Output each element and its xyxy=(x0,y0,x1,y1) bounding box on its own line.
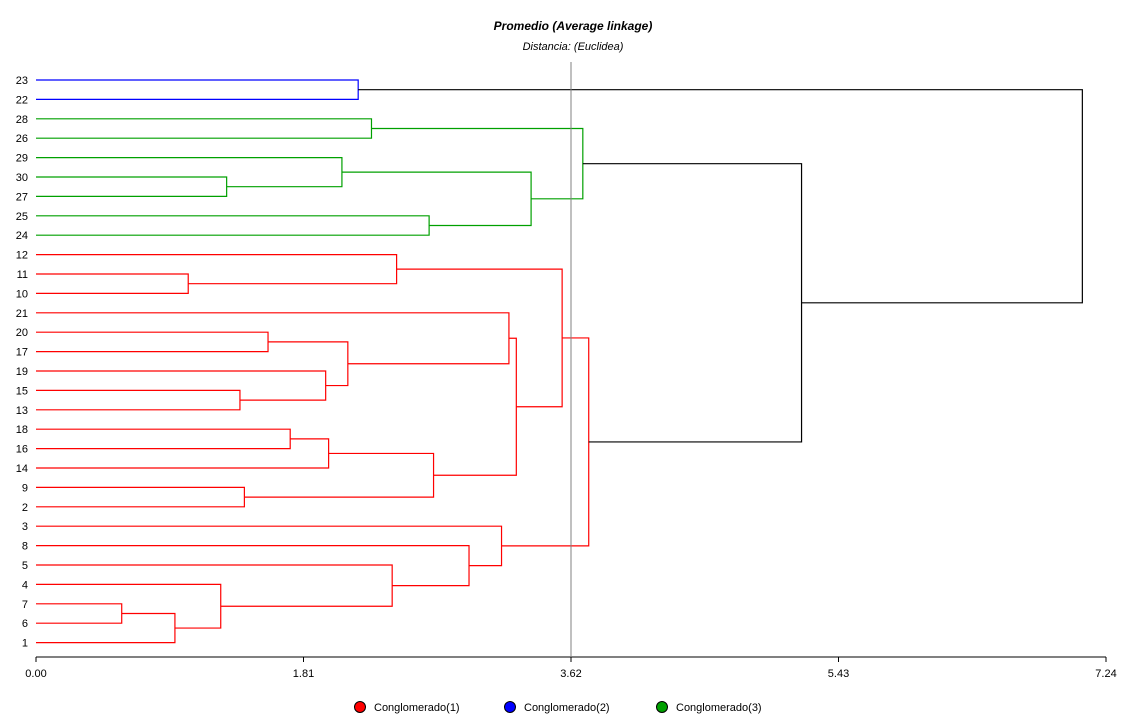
leaf-label-16: 16 xyxy=(16,444,28,456)
dendrogram-link-T xyxy=(396,268,563,408)
leaf-label-3: 3 xyxy=(22,521,28,533)
leaf-label-12: 12 xyxy=(16,250,28,262)
x-axis: 0.00 1.81 3.62 5.43 7.24 xyxy=(25,656,1117,680)
leaf-label-28: 28 xyxy=(16,114,28,126)
leaf-label-11: 11 xyxy=(17,269,28,281)
dendrogram-link-I xyxy=(36,254,398,285)
leaf-label-25: 25 xyxy=(16,211,28,223)
dendrogram-link-Y xyxy=(36,545,470,587)
dendrogram-link-B xyxy=(36,118,373,139)
leaf-label-30: 30 xyxy=(16,172,28,184)
leaf-label-7: 7 xyxy=(22,599,28,611)
dendrogram-link-F xyxy=(341,171,532,227)
leaf-label-5: 5 xyxy=(22,560,28,572)
dendrogram-links xyxy=(36,79,1083,644)
dendrogram-link-E xyxy=(36,215,430,236)
leaf-label-18: 18 xyxy=(16,424,28,436)
dendrogram-link-P xyxy=(36,438,330,469)
legend-label-1: Conglomerado(1) xyxy=(374,702,460,714)
leaf-label-22: 22 xyxy=(16,94,28,106)
legend: Conglomerado(1) Conglomerado(2) Conglomera… xyxy=(354,701,762,714)
dendrogram-link-A xyxy=(36,79,359,100)
dendrogram-link-X xyxy=(36,564,393,607)
leaf-label-23: 23 xyxy=(16,75,28,87)
legend-marker-1 xyxy=(354,701,366,713)
dendrogram-link-D xyxy=(36,157,343,188)
dendrogram-link-AA xyxy=(501,337,590,547)
dendrogram-link-K xyxy=(36,389,241,411)
leaf-label-6: 6 xyxy=(22,618,28,630)
x-tick-label-3: 5.43 xyxy=(828,668,849,680)
x-tick-label-2: 3.62 xyxy=(560,668,581,680)
dendrogram-link-J xyxy=(36,331,269,353)
leaf-label-10: 10 xyxy=(16,288,28,300)
dendrogram-link-H xyxy=(36,273,189,294)
dendrogram-link-Q xyxy=(36,486,245,508)
legend-marker-3 xyxy=(656,701,668,713)
leaf-label-1: 1 xyxy=(22,638,28,650)
chart-subtitle: Distancia: (Euclidea) xyxy=(523,41,624,53)
leaf-label-4: 4 xyxy=(22,579,28,591)
dendrogram-link-C xyxy=(36,176,228,197)
dendrogram-link-U xyxy=(36,603,123,624)
leaf-label-15: 15 xyxy=(16,385,28,397)
leaf-labels: 2322282629302725241211102120171915131816… xyxy=(16,75,28,650)
dendrogram-link-AC xyxy=(358,89,1083,304)
leaf-label-14: 14 xyxy=(16,463,28,475)
leaf-label-2: 2 xyxy=(22,502,28,514)
legend-label-3: Conglomerado(3) xyxy=(676,702,762,714)
x-tick-label-1: 1.81 xyxy=(293,668,314,680)
chart-title: Promedio (Average linkage) xyxy=(494,19,653,33)
leaf-label-29: 29 xyxy=(16,153,28,165)
leaf-label-27: 27 xyxy=(16,191,28,203)
leaf-label-20: 20 xyxy=(16,327,28,339)
leaf-label-17: 17 xyxy=(16,347,28,359)
dendrogram-link-G xyxy=(371,127,584,200)
dendrogram-link-AB xyxy=(582,163,803,443)
dendrogram-link-V xyxy=(36,612,176,644)
leaf-label-21: 21 xyxy=(16,308,28,320)
dendrogram-link-O xyxy=(36,428,291,450)
legend-label-2: Conglomerado(2) xyxy=(524,702,610,714)
dendrogram-link-W xyxy=(36,583,222,629)
leaf-label-8: 8 xyxy=(22,541,28,553)
dendrogram-link-M xyxy=(268,341,349,387)
dendrogram-link-R xyxy=(244,452,435,498)
legend-marker-2 xyxy=(504,701,516,713)
leaf-label-19: 19 xyxy=(16,366,28,378)
x-tick-label-0: 0.00 xyxy=(25,668,46,680)
x-tick-label-4: 7.24 xyxy=(1095,668,1116,680)
dendrogram-link-S xyxy=(433,337,517,476)
leaf-label-24: 24 xyxy=(16,230,28,242)
leaf-label-9: 9 xyxy=(22,482,28,494)
leaf-label-26: 26 xyxy=(16,133,28,145)
dendrogram-link-L xyxy=(36,370,327,401)
leaf-label-13: 13 xyxy=(16,405,28,417)
dendrogram-link-N xyxy=(36,312,510,365)
